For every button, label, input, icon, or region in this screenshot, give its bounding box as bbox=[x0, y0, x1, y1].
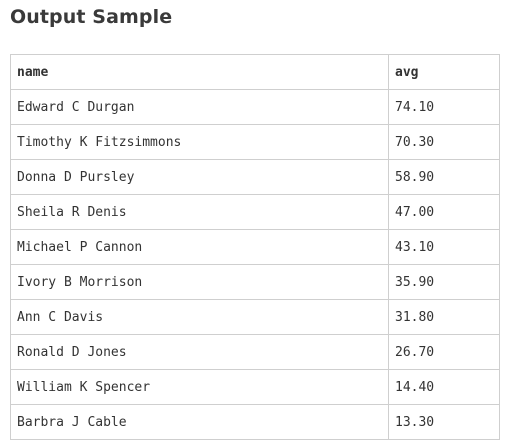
cell-name: Michael P Cannon bbox=[10, 229, 389, 265]
output-table: name avg Edward C Durgan 74.10 Timothy K… bbox=[10, 54, 500, 440]
cell-avg: 74.10 bbox=[388, 89, 500, 125]
table-row: Michael P Cannon 43.10 bbox=[10, 229, 500, 265]
cell-name: William K Spencer bbox=[10, 369, 389, 405]
table-row: Timothy K Fitzsimmons 70.30 bbox=[10, 124, 500, 160]
table-row: William K Spencer 14.40 bbox=[10, 369, 500, 405]
table-row: Ann C Davis 31.80 bbox=[10, 299, 500, 335]
cell-avg: 13.30 bbox=[388, 404, 500, 440]
cell-avg: 31.80 bbox=[388, 299, 500, 335]
page-title: Output Sample bbox=[10, 6, 173, 28]
cell-avg: 47.00 bbox=[388, 194, 500, 230]
table-row: Barbra J Cable 13.30 bbox=[10, 404, 500, 440]
cell-avg: 26.70 bbox=[388, 334, 500, 370]
table-row: Edward C Durgan 74.10 bbox=[10, 89, 500, 125]
table-body: Edward C Durgan 74.10 Timothy K Fitzsimm… bbox=[10, 89, 500, 440]
table-row: Donna D Pursley 58.90 bbox=[10, 159, 500, 195]
cell-name: Ronald D Jones bbox=[10, 334, 389, 370]
cell-avg: 43.10 bbox=[388, 229, 500, 265]
cell-name: Donna D Pursley bbox=[10, 159, 389, 195]
cell-name: Ivory B Morrison bbox=[10, 264, 389, 300]
cell-name: Edward C Durgan bbox=[10, 89, 389, 125]
cell-avg: 70.30 bbox=[388, 124, 500, 160]
table-row: Sheila R Denis 47.00 bbox=[10, 194, 500, 230]
table-row: Ivory B Morrison 35.90 bbox=[10, 264, 500, 300]
cell-name: Ann C Davis bbox=[10, 299, 389, 335]
cell-avg: 58.90 bbox=[388, 159, 500, 195]
cell-name: Timothy K Fitzsimmons bbox=[10, 124, 389, 160]
table-header: name avg bbox=[10, 54, 500, 90]
cell-name: Sheila R Denis bbox=[10, 194, 389, 230]
header-row: name avg bbox=[10, 54, 500, 90]
column-header-name: name bbox=[10, 54, 389, 90]
column-header-avg: avg bbox=[388, 54, 500, 90]
cell-name: Barbra J Cable bbox=[10, 404, 389, 440]
table-row: Ronald D Jones 26.70 bbox=[10, 334, 500, 370]
cell-avg: 14.40 bbox=[388, 369, 500, 405]
cell-avg: 35.90 bbox=[388, 264, 500, 300]
